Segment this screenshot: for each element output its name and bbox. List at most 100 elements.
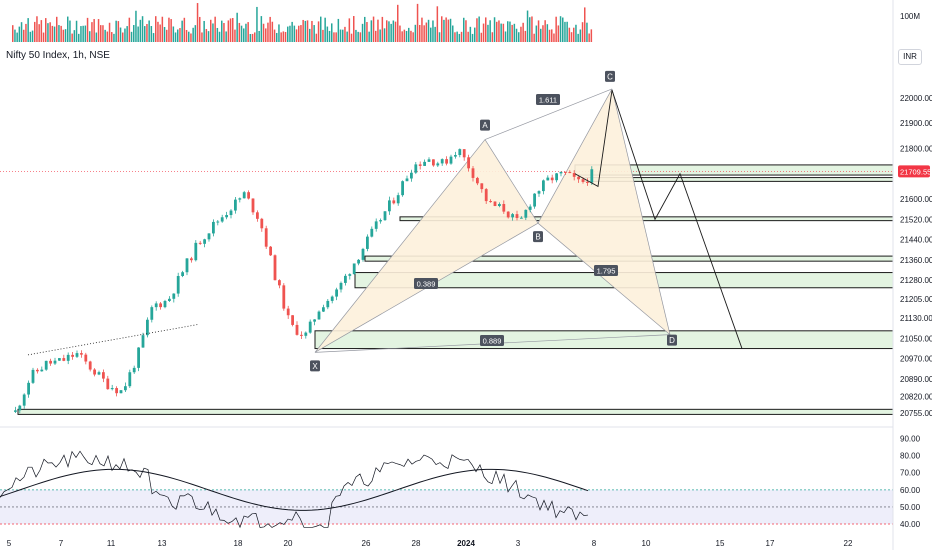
- volume-bar: [18, 26, 21, 42]
- volume-bar: [104, 29, 106, 42]
- volume-bar: [144, 26, 146, 42]
- volume-bar: [62, 29, 65, 42]
- volume-bar: [408, 27, 410, 42]
- candle-body: [339, 282, 343, 290]
- price-tick-label: 21600.00: [900, 195, 932, 204]
- zone-rect: [17, 408, 894, 415]
- candle-body: [53, 360, 57, 364]
- candle-body: [432, 159, 435, 166]
- candle-body: [506, 211, 510, 218]
- volume-bar: [265, 28, 267, 42]
- point-label-box: [605, 70, 615, 82]
- time-tick-label: 10: [642, 539, 651, 548]
- volume-bar: [577, 33, 579, 42]
- volume-bar: [557, 25, 560, 42]
- volume-bar: [247, 22, 249, 42]
- volume-bar: [474, 27, 476, 42]
- volume-bar: [269, 16, 271, 42]
- volume-bar: [199, 16, 201, 42]
- candle-body: [260, 218, 264, 229]
- candle-body: [484, 189, 488, 202]
- candle-body: [36, 369, 39, 372]
- volume-bar: [401, 31, 403, 42]
- volume-bar: [590, 29, 593, 42]
- candle-body: [159, 303, 162, 308]
- projection-lines: [27, 90, 743, 356]
- volume-bar: [397, 4, 399, 43]
- volume-bar: [150, 26, 153, 42]
- volume-bar: [170, 19, 172, 42]
- volume-bars: [12, 3, 593, 43]
- price-tick-label: 20970.00: [900, 355, 932, 364]
- volume-bar: [454, 32, 456, 42]
- volume-bar: [163, 26, 166, 42]
- volume-bar: [113, 33, 115, 42]
- volume-bar: [240, 25, 243, 42]
- candle-body: [533, 193, 536, 207]
- volume-bar: [181, 20, 183, 42]
- volume-bar: [460, 31, 463, 42]
- volume-bar: [383, 28, 386, 42]
- volume-bar: [177, 29, 179, 42]
- volume-bar: [405, 30, 408, 42]
- volume-bar: [520, 26, 522, 42]
- volume-bar: [458, 33, 461, 42]
- volume-bar: [141, 16, 144, 42]
- volume-bar: [526, 10, 529, 42]
- volume-bar: [229, 18, 232, 42]
- volume-bar: [496, 21, 498, 42]
- candle-body: [361, 248, 365, 260]
- candle-body: [194, 242, 198, 261]
- volume-bar: [73, 30, 76, 42]
- point-label: B: [535, 233, 540, 242]
- volume-bar: [126, 26, 128, 42]
- price-tick-label: 20890.00: [900, 375, 932, 384]
- volume-bar: [256, 6, 258, 43]
- candle-body: [414, 164, 418, 173]
- volume-bar: [291, 21, 293, 42]
- candle-body: [471, 168, 475, 178]
- currency-badge[interactable]: INR: [898, 49, 922, 65]
- volume-bar: [289, 25, 291, 42]
- candle-body: [445, 159, 448, 164]
- volume-bar: [306, 20, 309, 42]
- candle-body: [366, 236, 369, 249]
- volume-bar: [56, 16, 58, 42]
- volume-bar: [313, 25, 315, 42]
- candle-body: [502, 204, 506, 212]
- candle-body: [203, 239, 206, 244]
- volume-bar: [67, 16, 69, 42]
- candle-body: [242, 192, 246, 199]
- volume-bar: [232, 18, 234, 42]
- candle-body: [234, 199, 237, 211]
- candle-body: [555, 173, 558, 181]
- volume-bar: [584, 7, 586, 43]
- candle-body: [31, 369, 35, 383]
- volume-bar: [45, 18, 47, 42]
- candle-body: [264, 228, 268, 247]
- volume-bar: [190, 33, 192, 42]
- price-tick-label: 21900.00: [900, 119, 932, 128]
- candle-body: [84, 354, 88, 362]
- volume-bar: [410, 30, 412, 42]
- volume-bar: [375, 30, 377, 42]
- volume-bar: [16, 32, 18, 42]
- volume-bar: [394, 21, 397, 42]
- volume-bar: [414, 24, 417, 42]
- time-tick-label: 5: [7, 539, 12, 548]
- rsi-tick-label: 80.00: [900, 452, 921, 461]
- candle-body: [308, 321, 312, 333]
- candle-body: [128, 372, 132, 387]
- volume-bar: [271, 21, 274, 42]
- candles: [14, 148, 594, 414]
- time-tick-label: 28: [412, 539, 421, 548]
- volume-bar: [71, 33, 73, 42]
- rsi-pane: [0, 426, 893, 529]
- volume-bar: [146, 24, 148, 42]
- candle-body: [295, 324, 299, 335]
- volume-bar: [491, 32, 494, 42]
- candle-body: [278, 280, 281, 286]
- price-tick-label: 21280.00: [900, 276, 932, 285]
- volume-bar: [469, 26, 472, 42]
